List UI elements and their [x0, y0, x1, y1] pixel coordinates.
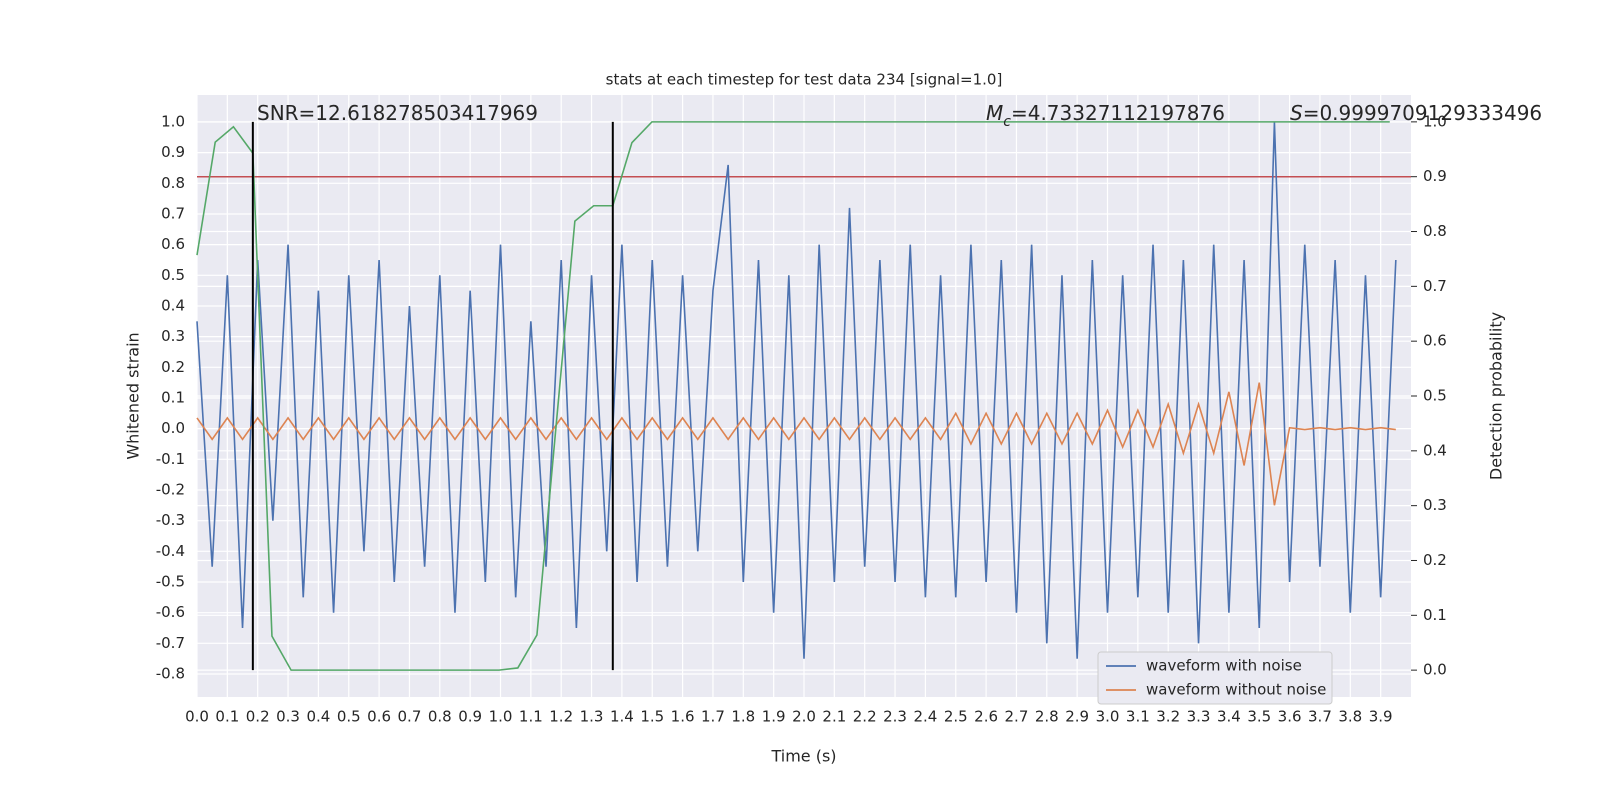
- y-tick-label: 0.5: [161, 266, 185, 284]
- x-tick-label: 3.4: [1217, 708, 1241, 726]
- y2-tick-label: 0.1: [1423, 606, 1447, 624]
- y-tick-label: 0.9: [161, 143, 185, 161]
- y-tick-label: 0.6: [161, 235, 185, 253]
- y2-tick-label: 1.0: [1423, 112, 1447, 130]
- y-tick-label: 0.1: [161, 388, 185, 406]
- chart-title: stats at each timestep for test data 234…: [606, 71, 1003, 89]
- y2-tick-label: 0.3: [1423, 496, 1447, 514]
- y-axis-label: Whitened strain: [124, 332, 143, 459]
- x-tick-label: 3.1: [1126, 708, 1150, 726]
- legend-label: waveform without noise: [1146, 681, 1326, 699]
- x-tick-label: 3.6: [1278, 708, 1302, 726]
- x-tick-label: 2.0: [792, 708, 816, 726]
- x-tick-label: 0.1: [215, 708, 239, 726]
- x-tick-label: 1.3: [580, 708, 604, 726]
- x-axis-label: Time (s): [770, 747, 836, 766]
- y2-tick-label: 0.6: [1423, 332, 1447, 350]
- y2-axis-label: Detection probability: [1487, 312, 1506, 480]
- annotation: SNR=12.618278503417969: [257, 101, 538, 125]
- series-line: [196, 382, 1396, 506]
- x-tick-label: 1.5: [640, 708, 664, 726]
- legend-label: waveform with noise: [1146, 657, 1302, 675]
- series-line: [196, 121, 1390, 671]
- x-tick-label: 2.7: [1005, 708, 1029, 726]
- annotation-part: S: [1290, 101, 1303, 125]
- y2-tick-label: 0.0: [1423, 661, 1447, 679]
- x-tick-label: 1.2: [549, 708, 573, 726]
- y-tick-label: 1.0: [161, 112, 185, 130]
- y2-tick-label: 0.4: [1423, 441, 1447, 459]
- annotation-part: SNR=12.618278503417969: [257, 101, 538, 125]
- x-tick-label: 0.8: [428, 708, 452, 726]
- x-tick-label: 0.9: [458, 708, 482, 726]
- x-tick-label: 3.7: [1308, 708, 1332, 726]
- y-tick-label: -0.6: [156, 603, 185, 621]
- x-tick-label: 0.3: [276, 708, 300, 726]
- y2-tick-label: 0.9: [1423, 167, 1447, 185]
- x-tick-label: 0.6: [367, 708, 391, 726]
- x-tick-label: 3.5: [1247, 708, 1271, 726]
- y-tick-label: -0.5: [156, 572, 185, 590]
- y-tick-label: 0.2: [161, 358, 185, 376]
- y2-tick-label: 0.5: [1423, 387, 1447, 405]
- x-tick-label: 2.3: [883, 708, 907, 726]
- annotation: S=0.9999709129333496: [1290, 101, 1542, 125]
- x-tick-label: 0.7: [398, 708, 422, 726]
- series-line: [196, 121, 1397, 659]
- y2-tick-label: 0.2: [1423, 551, 1447, 569]
- y2-tick-label: 0.7: [1423, 277, 1447, 295]
- x-tick-label: 1.6: [671, 708, 695, 726]
- y-tick-label: 0.7: [161, 204, 185, 222]
- annotation-part: c: [1003, 114, 1011, 130]
- y-tick-label: -0.7: [156, 634, 185, 652]
- x-tick-label: 0.0: [185, 708, 209, 726]
- x-tick-label: 1.1: [519, 708, 543, 726]
- x-tick-label: 1.0: [489, 708, 513, 726]
- x-tick-label: 3.2: [1156, 708, 1180, 726]
- y-tick-label: -0.2: [156, 480, 185, 498]
- y-tick-label: 0.3: [161, 327, 185, 345]
- annotation: Mc=4.73327112197876: [986, 101, 1225, 131]
- x-tick-label: 2.9: [1065, 708, 1089, 726]
- x-tick-label: 2.1: [822, 708, 846, 726]
- x-tick-label: 0.5: [337, 708, 361, 726]
- x-tick-label: 1.8: [731, 708, 755, 726]
- annotation-part: =0.9999709129333496: [1303, 101, 1542, 125]
- y-tick-label: -0.4: [156, 542, 185, 560]
- x-tick-label: 0.2: [246, 708, 270, 726]
- x-tick-label: 3.8: [1338, 708, 1362, 726]
- y2-tick-label: 0.8: [1423, 222, 1447, 240]
- y-tick-label: 0.0: [161, 419, 185, 437]
- annotation-part: =4.73327112197876: [1011, 101, 1225, 125]
- x-tick-label: 3.0: [1096, 708, 1120, 726]
- x-tick-label: 1.9: [762, 708, 786, 726]
- x-tick-label: 2.4: [913, 708, 937, 726]
- x-tick-label: 0.4: [306, 708, 330, 726]
- y-tick-label: -0.8: [156, 664, 185, 682]
- y-tick-label: -0.3: [156, 511, 185, 529]
- legend-box: [1097, 651, 1333, 705]
- x-tick-label: 1.4: [610, 708, 634, 726]
- y-tick-label: -0.1: [156, 450, 185, 468]
- x-tick-label: 2.6: [974, 708, 998, 726]
- annotation-part: M: [986, 101, 1003, 125]
- x-tick-label: 1.7: [701, 708, 725, 726]
- x-tick-label: 3.3: [1187, 708, 1211, 726]
- x-tick-label: 2.8: [1035, 708, 1059, 726]
- y-tick-label: 0.8: [161, 174, 185, 192]
- x-tick-label: 2.2: [853, 708, 877, 726]
- y-tick-label: 0.4: [161, 296, 185, 314]
- x-tick-label: 3.9: [1369, 708, 1393, 726]
- x-tick-label: 2.5: [944, 708, 968, 726]
